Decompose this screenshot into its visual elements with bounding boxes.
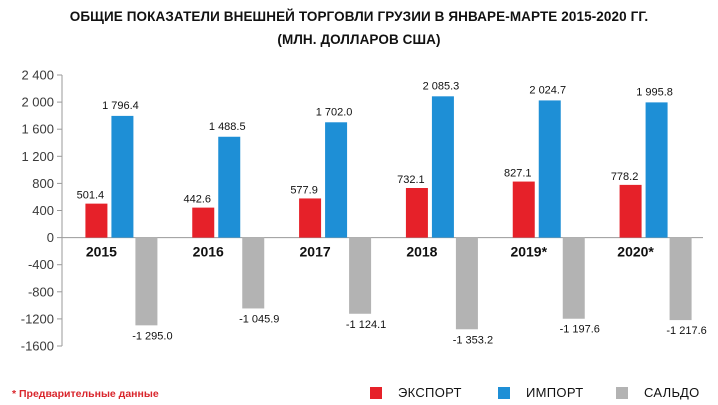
bar-saldo [562,237,585,319]
bar-saldo [669,237,692,321]
bar-import [218,136,241,238]
bar-saldo [455,237,478,330]
legend-label-saldo: САЛЬДО [644,385,700,400]
legend-label-export: ЭКСПОРТ [398,385,462,400]
data-label-saldo: -1 353.2 [453,334,493,346]
y-tick-label: 2 000 [21,95,54,110]
data-label-export: 778.2 [611,171,639,183]
bar-export [85,203,108,238]
legend-swatch-saldo [616,386,628,399]
category-label: 2017 [300,244,331,260]
category-label: 2019* [510,244,547,260]
bar-export [619,184,642,238]
y-tick-label: -400 [28,257,54,272]
legend-item-export: ЭКСПОРТ [370,385,462,400]
y-tick-label: 1 200 [21,149,54,164]
legend-item-saldo: САЛЬДО [616,385,700,400]
chart-title: ОБЩИЕ ПОКАЗАТЕЛИ ВНЕШНЕЙ ТОРГОВЛИ ГРУЗИИ… [69,9,649,24]
data-label-export: 501.4 [77,190,105,202]
footnote: * Предварительные данные [12,388,159,400]
legend-swatch-import [498,386,510,399]
bar-export [405,188,428,238]
bar-saldo [135,237,158,326]
data-label-export: 577.9 [290,184,318,196]
data-label-import: 2 024.7 [529,84,566,96]
legend-item-import: ИМПОРТ [498,385,583,400]
bar-saldo [349,237,372,314]
y-tick-label: 0 [47,230,54,245]
bar-export [299,198,322,238]
chart-subtitle: (МЛН. ДОЛЛАРОВ США) [277,32,441,47]
y-tick-label: 800 [32,176,54,191]
category-label: 2016 [193,244,224,260]
data-label-saldo: -1 217.6 [666,325,706,337]
bar-import [111,115,134,238]
y-tick-label: -800 [28,284,54,299]
data-label-import: 1 995.8 [636,86,673,98]
y-tick-label: 2 400 [21,68,54,83]
bar-export [192,207,215,238]
data-label-saldo: -1 045.9 [239,313,279,325]
data-label-export: 827.1 [504,168,532,180]
data-label-saldo: -1 295.0 [132,330,172,342]
legend-swatch-export [370,386,382,399]
bar-import [325,122,348,238]
y-tick-label: -1600 [21,339,54,354]
y-tick-label: 400 [32,203,54,218]
bar-export [512,181,535,238]
bar-import [431,96,454,238]
data-label-import: 2 085.3 [423,80,460,92]
legend-label-import: ИМПОРТ [526,385,584,400]
data-label-export: 442.6 [183,194,211,206]
category-label: 2018 [406,244,437,260]
data-label-export: 732.1 [397,174,425,186]
data-label-saldo: -1 124.1 [346,319,386,331]
data-label-saldo: -1 197.6 [560,324,600,336]
data-label-import: 1 796.4 [102,100,139,112]
bar-import [645,102,668,238]
data-label-import: 1 702.0 [316,106,353,118]
category-label: 2020* [617,244,654,260]
bar-import [538,100,561,238]
y-tick-label: 1 600 [21,122,54,137]
data-label-import: 1 488.5 [209,121,246,133]
y-tick-label: -1200 [21,311,54,326]
bar-saldo [242,237,265,309]
category-label: 2015 [86,244,117,260]
